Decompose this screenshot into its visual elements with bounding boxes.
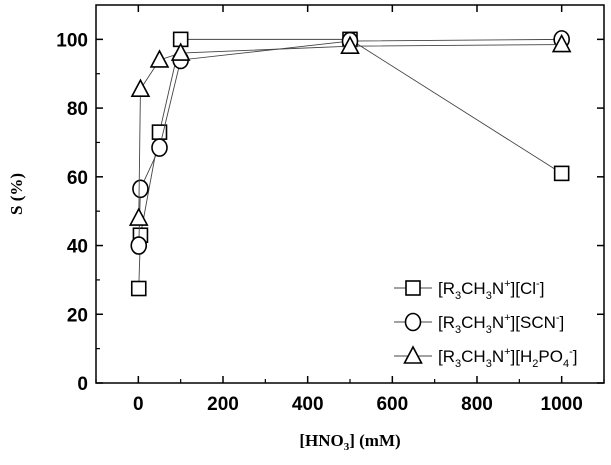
y-tick-label: 0 <box>77 374 88 395</box>
data-point-triangle <box>170 42 191 61</box>
x-tick-label: 200 <box>207 394 239 415</box>
legend-label: [R3CH3N+][SCN-] <box>438 312 564 336</box>
x-tick-label: 800 <box>461 394 493 415</box>
legend-item: [R3CH3N+][H2PO4-] <box>394 345 577 370</box>
series-circle <box>130 30 570 255</box>
legend-item: [R3CH3N+][SCN-] <box>394 312 564 336</box>
y-tick-label: 40 <box>67 237 88 258</box>
legend-marker-triangle <box>403 345 423 364</box>
data-point-square <box>130 280 147 297</box>
data-point-triangle <box>130 78 151 97</box>
data-point-triangle <box>340 35 360 55</box>
data-point-circle <box>132 179 149 199</box>
x-tick-label: 400 <box>292 394 324 415</box>
series-line <box>138 38 562 289</box>
data-point-triangle <box>128 207 149 226</box>
x-axis-title: [HNO3] (mM) <box>299 431 400 453</box>
data-point-triangle <box>551 33 572 53</box>
data-point-circle <box>130 236 148 255</box>
series-triangle <box>128 33 572 226</box>
x-tick-label: 0 <box>133 394 144 415</box>
series-square <box>130 31 570 297</box>
series-line <box>138 38 562 246</box>
y-tick-label: 20 <box>67 305 88 326</box>
data-point-triangle <box>149 49 170 68</box>
data-point-square <box>553 165 570 182</box>
legend: [R3CH3N+][Cl-] [R3CH3N+][SCN-] [R3CH3N+][H… <box>394 278 577 370</box>
y-tick-label: 80 <box>67 99 88 120</box>
axis-ticks: 0 200 400 600 800 1000 0 20 40 60 80 100 <box>56 5 605 415</box>
x-tick-label: 1000 <box>541 394 583 415</box>
legend-marker-circle <box>404 312 422 332</box>
legend-label: [R3CH3N+][H2PO4-] <box>438 346 577 370</box>
y-axis-title: S (%) <box>7 173 26 215</box>
series-layer <box>128 30 572 297</box>
data-point-circle <box>151 138 168 157</box>
series-line <box>138 44 562 219</box>
legend-item: [R3CH3N+][Cl-] <box>394 278 544 302</box>
y-tick-label: 60 <box>67 168 88 189</box>
y-tick-label: 100 <box>56 30 88 51</box>
legend-marker-square <box>405 280 421 296</box>
x-tick-label: 600 <box>376 394 408 415</box>
legend-label: [R3CH3N+][Cl-] <box>438 278 544 302</box>
